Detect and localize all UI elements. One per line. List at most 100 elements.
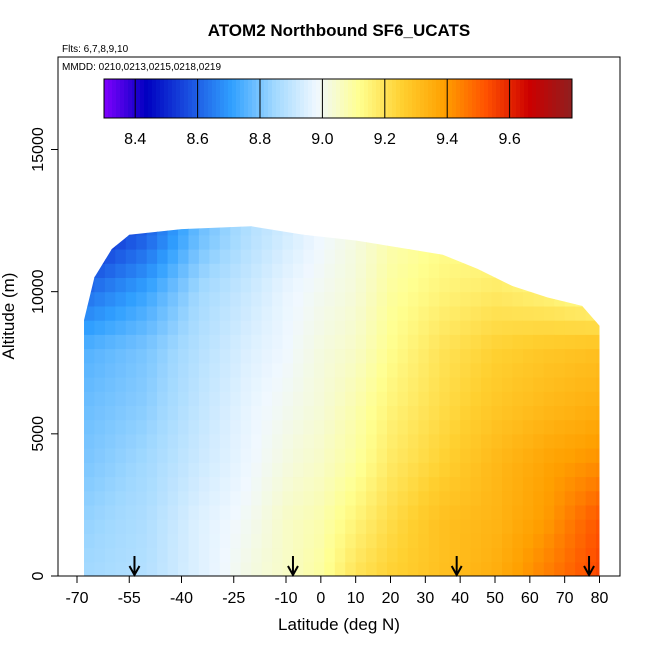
heatmap-cell	[470, 405, 482, 421]
heatmap-cell	[554, 391, 566, 406]
heatmap-cell	[512, 377, 524, 392]
heatmap-cell	[282, 547, 294, 563]
heatmap-cell	[313, 391, 325, 406]
heatmap-cell	[460, 405, 472, 421]
heatmap-cell	[313, 348, 325, 364]
heatmap-cell	[481, 305, 493, 321]
heatmap-cell	[104, 277, 116, 293]
heatmap-cell	[94, 362, 106, 378]
heatmap-cell	[439, 462, 451, 478]
colorbar-swatch	[156, 79, 161, 118]
heatmap-cell	[439, 334, 451, 350]
heatmap-cell	[522, 519, 534, 534]
heatmap-cell	[481, 433, 493, 449]
heatmap-cell	[136, 476, 148, 492]
heatmap-cell	[585, 561, 597, 577]
heatmap-cell	[230, 533, 242, 549]
heatmap-cell	[313, 377, 325, 392]
colorbar-swatch	[380, 79, 385, 118]
heatmap-cell	[230, 277, 242, 293]
heatmap-cell	[313, 419, 325, 435]
heatmap-cell	[334, 547, 346, 563]
colorbar-swatch	[340, 79, 345, 118]
heatmap-cell	[125, 405, 137, 421]
heatmap-cell	[345, 490, 357, 506]
heatmap-cell	[543, 547, 555, 563]
heatmap-cell	[596, 547, 600, 563]
heatmap-cell	[564, 519, 576, 534]
heatmap-cell	[334, 362, 346, 378]
heatmap-cell	[219, 405, 231, 421]
heatmap-cell	[449, 234, 461, 250]
heatmap-cell	[491, 320, 503, 335]
heatmap-cell	[313, 519, 325, 534]
heatmap-cell	[188, 391, 200, 406]
heatmap-cell	[512, 533, 524, 549]
heatmap-cell	[115, 490, 127, 506]
heatmap-cell	[293, 519, 304, 534]
colorbar-swatch	[568, 79, 573, 118]
heatmap-cell	[157, 226, 169, 236]
colorbar-swatch	[416, 79, 421, 118]
heatmap-cell	[230, 561, 242, 577]
heatmap-cell	[219, 391, 231, 406]
heatmap-cell	[313, 476, 325, 492]
heatmap-cell	[554, 263, 566, 278]
heatmap-cell	[407, 519, 419, 534]
heatmap-cell	[387, 476, 398, 492]
heatmap-cell	[355, 305, 367, 321]
heatmap-cell	[115, 519, 127, 534]
heatmap-cell	[491, 547, 503, 563]
heatmap-cell	[251, 377, 263, 392]
colorbar-swatch	[192, 79, 197, 118]
heatmap-cell	[84, 433, 96, 449]
heatmap-cell	[470, 561, 482, 577]
colorbar-swatch	[396, 79, 401, 118]
heatmap-cell	[146, 433, 158, 449]
heatmap-cell	[449, 561, 461, 577]
profile-arrow	[583, 556, 595, 578]
heatmap-cell	[125, 377, 137, 392]
colorbar-gradient	[104, 79, 573, 118]
heatmap-cell	[481, 226, 493, 236]
heatmap-cell	[564, 377, 576, 392]
heatmap-cell	[502, 405, 514, 421]
heatmap-cell	[272, 405, 284, 421]
heatmap-cell	[418, 476, 430, 492]
heatmap-cell	[512, 547, 524, 563]
heatmap-cell	[596, 277, 600, 293]
heatmap-cell	[146, 348, 158, 364]
colorbar-swatch	[332, 79, 337, 118]
heatmap-cell	[449, 490, 461, 506]
heatmap-cell	[575, 547, 587, 563]
heatmap-cell	[439, 377, 451, 392]
heatmap-cell	[407, 348, 419, 364]
heatmap-cell	[293, 490, 304, 506]
heatmap-cell	[84, 334, 96, 350]
colorbar-swatch	[256, 79, 261, 118]
heatmap-cell	[543, 462, 555, 478]
colorbar-swatch	[520, 79, 525, 118]
heatmap-cell	[502, 226, 514, 236]
heatmap-cell	[554, 462, 566, 478]
heatmap-cell	[407, 419, 419, 435]
heatmap-cell	[439, 476, 451, 492]
heatmap-cell	[209, 391, 221, 406]
heatmap-cell	[261, 391, 273, 406]
heatmap-cell	[251, 533, 263, 549]
heatmap-cell	[334, 334, 346, 350]
heatmap-cell	[533, 362, 545, 378]
heatmap-cell	[84, 320, 96, 335]
heatmap-cell	[407, 533, 419, 549]
heatmap-cell	[460, 377, 472, 392]
heatmap-cell	[554, 291, 566, 307]
heatmap-cell	[345, 547, 357, 563]
heatmap-cell	[157, 263, 169, 278]
heatmap-cell	[575, 490, 587, 506]
heatmap-cell	[491, 348, 503, 364]
heatmap-cell	[554, 226, 566, 236]
heatmap-cell	[585, 519, 597, 534]
heatmap-cell	[178, 291, 190, 307]
heatmap-cell	[522, 305, 534, 321]
